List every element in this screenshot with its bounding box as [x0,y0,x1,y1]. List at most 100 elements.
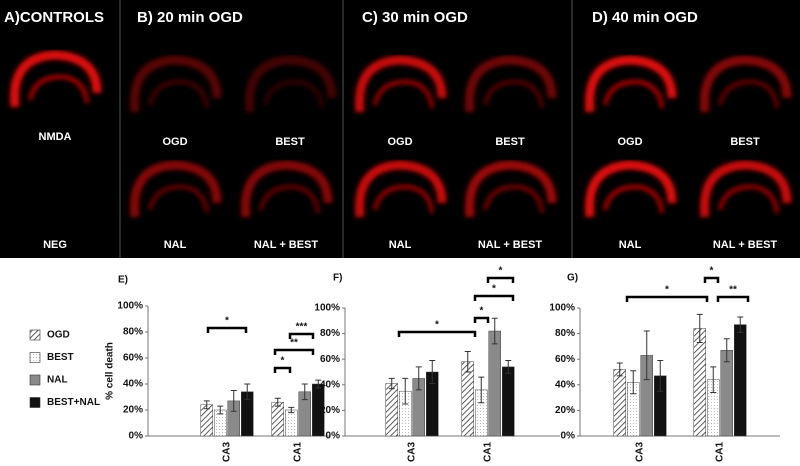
tissue [483,79,544,109]
bar [200,404,213,437]
bar [502,366,515,437]
tissue [465,55,557,113]
bar [461,361,474,437]
x-tick-label: CA3 [222,442,233,462]
y-tick-label: 60% [123,353,143,364]
image-label: NAL [619,239,642,251]
tissue [603,79,664,109]
legend-swatch [29,397,41,408]
tissue [130,160,222,218]
significance-label: * [665,285,669,296]
image-label: NAL [164,239,187,251]
y-tick-label: 100% [314,303,340,314]
error-bar [315,379,322,389]
significance-label: *** [296,322,308,333]
panel-title: C) 30 min OGD [362,9,468,26]
tissue [148,184,209,214]
charts: OGD BEST NAL BEST+NAL E) % cell death 0% 20% 40%… [29,266,780,462]
tissue [585,55,677,113]
y-tick-label: 80% [123,327,143,338]
chart-title: G) [567,273,578,284]
legend-label: NAL [47,375,68,386]
y-tick-label: 80% [555,328,575,339]
y-tick-label: 0% [561,431,576,442]
tissue [603,184,664,214]
significance-label: * [435,320,439,331]
error-bar [737,316,744,333]
micrograph [10,50,102,108]
y-tick-label: 40% [555,379,575,390]
significance-label: ** [290,338,298,349]
legend-label: BEST+NAL [47,397,100,408]
micrograph [465,55,557,113]
tissue [241,160,333,218]
significance-label: * [480,306,484,317]
image-label: BEST [730,136,760,148]
images: A)CONTROLS NMDA NEG B) 20 min OGD OGD BEST NAL… [4,0,792,258]
significance-bracket [486,276,515,283]
bar [271,401,284,437]
tissue [28,74,89,104]
panel-title: D) 40 min OGD [592,9,698,26]
chart-title: F) [333,273,342,284]
micrograph [245,55,337,113]
panel-title: B) 20 min OGD [137,9,243,26]
bar [720,349,733,437]
chart-title: E) [118,275,128,286]
error-bar [630,370,637,395]
tissue [355,160,447,218]
y-tick-label: 20% [320,405,340,416]
significance-bracket [703,276,720,283]
error-bar [491,317,498,345]
bar [285,409,298,437]
significance-label: ** [729,285,737,296]
y-tick-label: 0% [129,431,144,442]
error-bar [301,383,308,401]
significance-bracket [206,326,248,333]
image-label: NAL + BEST [478,239,543,251]
image-label: OGD [387,136,412,148]
error-bar [388,377,395,390]
y-tick-label: 80% [320,328,340,339]
error-bar [616,362,623,377]
x-tick-label: CA3 [407,442,418,462]
significance-bracket [625,295,709,302]
significance-bracket [288,332,315,339]
legend-swatch [29,374,41,386]
y-tick-label: 100% [549,303,575,314]
significance-label: * [710,266,714,277]
error-bar [643,330,650,381]
error-bar [723,338,730,363]
bar [693,328,706,437]
tissue [148,79,209,109]
error-bar [244,383,251,401]
error-bar [657,359,664,392]
micrograph [355,55,447,113]
significance-bracket [473,316,490,323]
y-tick-label: 40% [123,379,143,390]
bar [734,324,747,437]
tissue [263,79,324,109]
error-bar [230,390,237,412]
tissue [718,79,779,109]
image-label: NEG [43,239,67,251]
micrograph [355,160,447,218]
tissue [373,79,434,109]
significance-bracket [273,366,292,373]
tissue [130,55,222,113]
image-label: NAL + BEST [713,239,778,251]
tissue [718,184,779,214]
x-tick-label: CA1 [293,442,304,462]
significance-bracket [716,295,750,302]
image-label: NAL + BEST [254,239,319,251]
micrograph [585,160,677,218]
error-bar [415,366,422,391]
y-tick-label: 20% [123,405,143,416]
error-bar [478,376,485,404]
image-label: NMDA [39,131,72,143]
bar [488,330,501,437]
significance-bracket [473,294,515,301]
legend-swatch [29,352,41,363]
bar [613,369,626,437]
tissue [585,160,677,218]
